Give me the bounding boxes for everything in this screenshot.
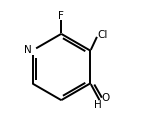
Text: Cl: Cl <box>97 30 108 40</box>
Text: O: O <box>102 93 110 103</box>
Text: F: F <box>58 11 64 21</box>
Text: H: H <box>94 100 102 110</box>
Text: N: N <box>24 45 32 55</box>
